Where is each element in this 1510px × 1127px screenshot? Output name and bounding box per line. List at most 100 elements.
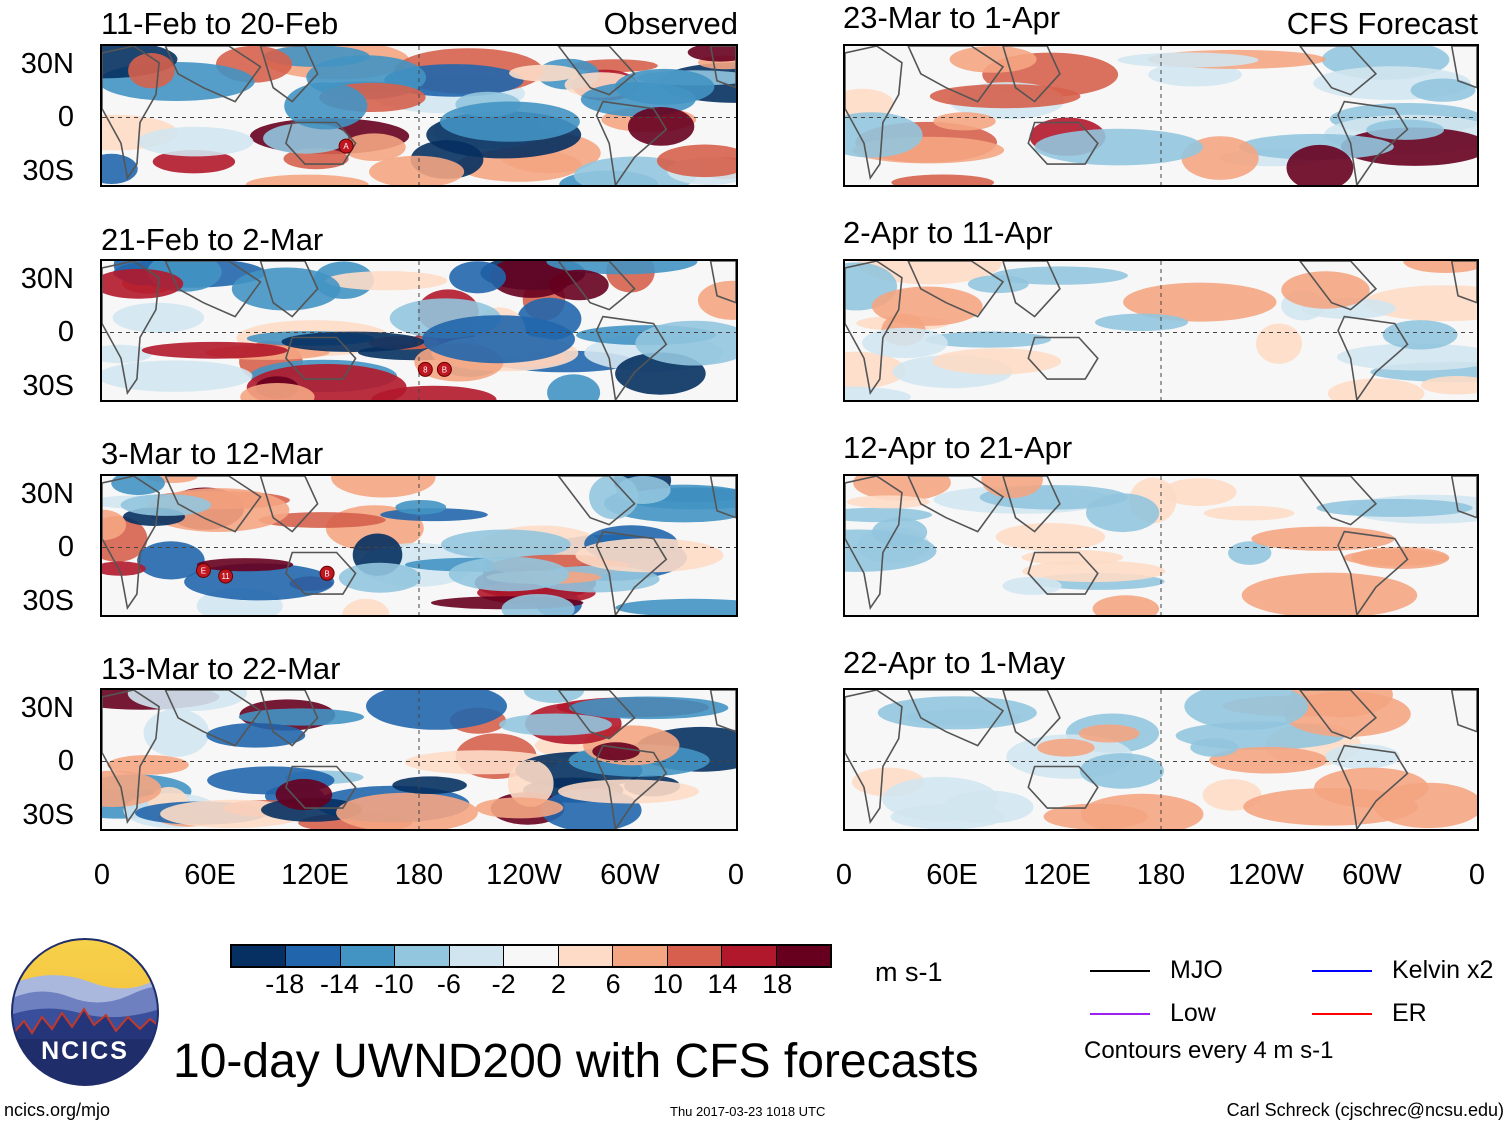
anomaly-contour bbox=[275, 778, 333, 811]
continent-outline bbox=[259, 46, 319, 103]
colorbar-label: 14 bbox=[707, 969, 738, 999]
anomaly-contour bbox=[366, 690, 507, 730]
continent-outline bbox=[845, 476, 903, 611]
legend-er-line bbox=[1312, 1013, 1372, 1015]
anomaly-contour bbox=[1086, 493, 1160, 533]
anomaly-contour bbox=[1203, 505, 1295, 521]
continent-outline bbox=[102, 261, 160, 396]
anomaly-contour bbox=[395, 500, 447, 515]
anomaly-contour bbox=[943, 790, 1034, 824]
anomaly-contour bbox=[475, 797, 564, 819]
main-title: 10-day UWND200 with CFS forecasts bbox=[173, 1035, 979, 1088]
colorbar-swatch bbox=[286, 946, 341, 966]
anomaly-contour bbox=[627, 107, 695, 146]
anomaly-contour bbox=[102, 360, 253, 392]
colorbar-label: -6 bbox=[436, 969, 461, 999]
ylabel-eq: 0 bbox=[57, 531, 74, 563]
anomaly-contour bbox=[281, 331, 425, 352]
anomaly-contour bbox=[206, 723, 306, 748]
anomaly-contour bbox=[846, 495, 930, 509]
colorbar-label: 2 bbox=[550, 969, 566, 999]
continent-outline bbox=[1298, 261, 1378, 311]
anomaly-contour bbox=[499, 713, 612, 736]
colorbar-label: 18 bbox=[762, 969, 793, 999]
site-url[interactable]: ncics.org/mjo bbox=[4, 1100, 111, 1120]
anomaly-contour bbox=[1209, 746, 1328, 774]
continent-outline bbox=[907, 261, 1005, 318]
anomaly-contour bbox=[558, 779, 699, 804]
anomaly-contour bbox=[325, 271, 448, 291]
colorbar-swatch bbox=[776, 946, 830, 966]
panel-title-fc-1: 23-Mar to 1-Apr bbox=[843, 0, 1061, 35]
anomaly-contour bbox=[1382, 320, 1458, 350]
anomaly-contour bbox=[697, 280, 736, 320]
anomaly-contour bbox=[501, 594, 575, 615]
anomaly-contour bbox=[102, 268, 184, 299]
continent-outline bbox=[102, 476, 160, 611]
continent-outline bbox=[907, 690, 1005, 747]
anomaly-contour bbox=[1190, 738, 1238, 757]
anomaly-contour bbox=[196, 558, 294, 572]
anomaly-contour bbox=[877, 696, 1037, 730]
ylabel-30n: 30N bbox=[20, 263, 74, 295]
colorbar-units: m s-1 bbox=[875, 957, 943, 987]
anomaly-contour bbox=[263, 123, 349, 154]
panel-title-obs-3: 3-Mar to 12-Mar bbox=[101, 436, 324, 471]
anomaly-contour bbox=[507, 760, 554, 807]
anomaly-contour bbox=[635, 320, 736, 366]
continent-outline bbox=[1002, 476, 1061, 533]
storm-marker-label: 11 bbox=[221, 572, 230, 581]
storm-marker-label: 8 bbox=[423, 365, 428, 374]
anomaly-contour bbox=[1286, 144, 1354, 185]
colorbar-label: -14 bbox=[319, 969, 359, 999]
continent-outline bbox=[1337, 100, 1409, 185]
anomaly-contour bbox=[1256, 323, 1302, 364]
anomaly-contour bbox=[1283, 691, 1411, 737]
anomaly-contour bbox=[1251, 526, 1395, 551]
colorbar-swatch bbox=[395, 946, 450, 966]
legend-low-line bbox=[1090, 1013, 1150, 1015]
continent-outline bbox=[1337, 744, 1409, 829]
anomaly-contour bbox=[853, 476, 951, 501]
storm-marker: E bbox=[195, 563, 211, 578]
map-panel-obs-3: E 11 B bbox=[100, 474, 738, 617]
anomaly-contour bbox=[1241, 572, 1418, 615]
continent-outline bbox=[259, 261, 319, 318]
anomaly-contour bbox=[523, 690, 585, 703]
anomaly-contour bbox=[995, 523, 1106, 551]
anomaly-contour bbox=[509, 64, 579, 82]
ylabel-30s: 30S bbox=[22, 370, 74, 402]
continent-outline bbox=[102, 690, 160, 825]
anomaly-contour bbox=[1148, 62, 1242, 87]
legend-mjo-label: MJO bbox=[1170, 956, 1223, 984]
anomaly-contour bbox=[1021, 549, 1124, 565]
anomaly-contour bbox=[1327, 378, 1425, 400]
anomaly-contour bbox=[112, 302, 204, 333]
ylabel-30s: 30S bbox=[22, 585, 74, 617]
storm-marker-label: B bbox=[324, 569, 329, 578]
continent-outline bbox=[1450, 690, 1477, 733]
continent-outline bbox=[557, 46, 636, 96]
continent-outline bbox=[1002, 261, 1061, 318]
anomaly-contour bbox=[439, 101, 580, 142]
anomaly-contour bbox=[392, 776, 467, 794]
anomaly-contour bbox=[1281, 271, 1370, 309]
anomaly-contour bbox=[872, 517, 928, 547]
map-panel-fc-2 bbox=[843, 259, 1479, 402]
anomaly-contour bbox=[1341, 127, 1477, 166]
continent-outline bbox=[557, 690, 636, 740]
anomaly-contour bbox=[107, 755, 189, 775]
continent-outline bbox=[709, 476, 736, 519]
anomaly-contour bbox=[245, 174, 369, 185]
anomaly-contour bbox=[991, 266, 1128, 285]
ylabel-30n: 30N bbox=[20, 478, 74, 510]
anomaly-contour bbox=[336, 792, 478, 829]
anomaly-contour bbox=[441, 529, 571, 560]
anomaly-contour bbox=[1316, 498, 1473, 517]
continent-outline bbox=[1298, 476, 1378, 526]
colorbar-swatch bbox=[722, 946, 777, 966]
colorbar-label: -10 bbox=[374, 969, 414, 999]
ncics-logo-icon bbox=[11, 938, 159, 1086]
ylabel-30s: 30S bbox=[22, 799, 74, 831]
anomaly-contour bbox=[102, 509, 127, 541]
